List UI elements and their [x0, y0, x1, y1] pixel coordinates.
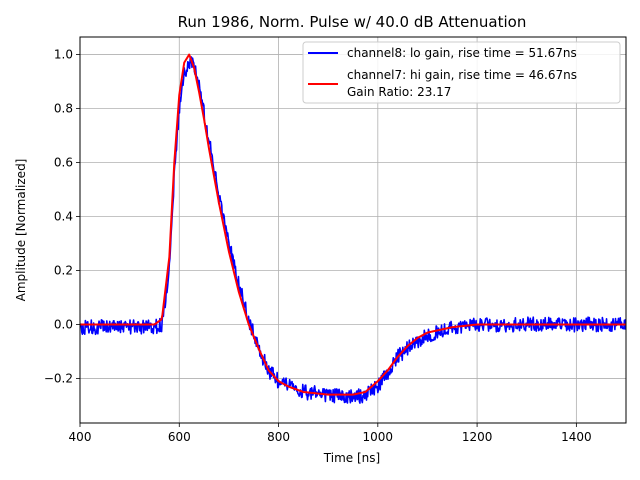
- grid-lines: [79, 37, 626, 423]
- y-axis-label: Amplitude [Normalized]: [14, 159, 28, 302]
- x-axis-ticks: 400 600 800 1000 1200 1400: [69, 423, 592, 444]
- legend-label-channel7: channel7: hi gain, rise time = 46.67ns: [347, 68, 577, 82]
- y-tick-label: 0.8: [54, 102, 73, 116]
- y-axis-ticks: −0.2 0.0 0.2 0.4 0.6 0.8 1.0: [44, 48, 80, 385]
- chart-title: Run 1986, Norm. Pulse w/ 40.0 dB Attenua…: [178, 13, 527, 31]
- legend-label-channel8: channel8: lo gain, rise time = 51.67ns: [347, 46, 577, 60]
- legend-gain-ratio-note: Gain Ratio: 23.17: [347, 85, 451, 99]
- y-tick-label: 0.6: [54, 156, 73, 170]
- x-tick-label: 1000: [363, 430, 394, 444]
- x-tick-label: 400: [69, 430, 92, 444]
- plot-frame: [79, 36, 627, 424]
- x-tick-label: 600: [168, 430, 191, 444]
- legend-box: [302, 41, 621, 104]
- series-group: [80, 53, 626, 404]
- y-tick-label: −0.2: [44, 371, 73, 385]
- legend: channel8: lo gain, rise time = 51.67ns c…: [302, 41, 621, 104]
- y-tick-label: 0.2: [54, 263, 73, 277]
- x-tick-label: 800: [267, 430, 290, 444]
- y-tick-label: 1.0: [54, 48, 73, 62]
- x-axis-label: Time [ns]: [323, 451, 380, 465]
- y-tick-label: 0.4: [54, 210, 73, 224]
- x-tick-label: 1200: [462, 430, 493, 444]
- x-tick-label: 1400: [561, 430, 592, 444]
- y-tick-label: 0.0: [54, 317, 73, 331]
- series-line-channel7: [80, 53, 626, 396]
